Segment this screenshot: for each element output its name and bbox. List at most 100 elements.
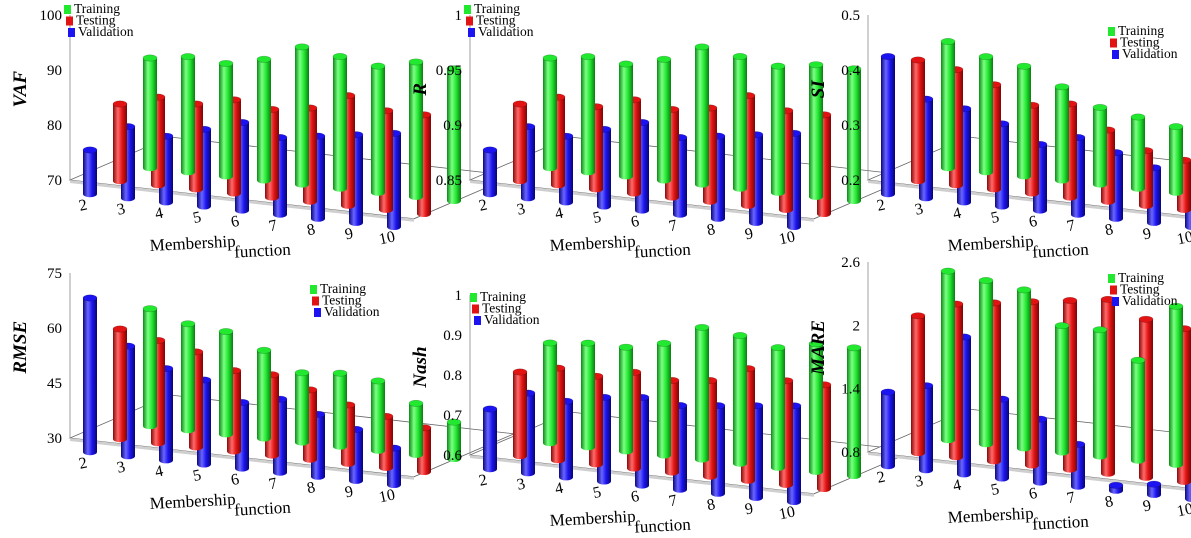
x-axis-title: Membership bbox=[549, 232, 636, 255]
bar-training-10 bbox=[846, 65, 862, 204]
bar-training-6 bbox=[694, 43, 710, 188]
x-tick-label: 7 bbox=[1065, 217, 1076, 235]
bar-training-4 bbox=[1016, 286, 1032, 452]
x-tick-label: 8 bbox=[1103, 221, 1114, 239]
x-tick-label: 8 bbox=[305, 221, 316, 239]
bar-validation-2 bbox=[82, 146, 98, 198]
legend-swatch-training bbox=[464, 5, 471, 14]
x-tick-label: 6 bbox=[229, 471, 240, 489]
y-tick-label: 1 bbox=[455, 288, 463, 304]
x-tick-label: 6 bbox=[1027, 213, 1038, 231]
bar-validation-9 bbox=[1146, 480, 1162, 498]
bar-training-10 bbox=[446, 418, 462, 462]
bar-training-2 bbox=[142, 54, 158, 172]
y-tick-label: 1.4 bbox=[841, 382, 860, 398]
bar-training-5 bbox=[656, 339, 672, 459]
y-tick-label: 0.9 bbox=[443, 328, 462, 344]
legend-label-testing: Testing bbox=[1120, 35, 1160, 50]
bar-training-6 bbox=[294, 369, 310, 446]
y-axis-title: Nash bbox=[410, 346, 431, 388]
x-axis-title: Membership bbox=[947, 504, 1034, 527]
bar-training-2 bbox=[142, 305, 158, 430]
x-tick-label: 5 bbox=[989, 481, 1000, 499]
bar-training-3 bbox=[180, 53, 196, 176]
x-tick-label: 10 bbox=[777, 503, 796, 523]
bar-training-8 bbox=[770, 62, 786, 196]
legend-label-validation: Validation bbox=[78, 24, 134, 39]
bar-training-8 bbox=[370, 377, 386, 454]
bar-training-3 bbox=[580, 339, 596, 451]
x-axis-title-sub: function bbox=[1032, 240, 1090, 262]
bar-training-3 bbox=[180, 320, 196, 434]
y-tick-label: 0.7 bbox=[443, 408, 462, 424]
bar-training-2 bbox=[542, 339, 558, 447]
x-tick-label: 9 bbox=[1141, 497, 1152, 515]
x-tick-label: 6 bbox=[629, 488, 640, 506]
x-tick-label: 9 bbox=[343, 225, 354, 243]
bar-training-5 bbox=[1054, 83, 1070, 184]
bar-validation-2 bbox=[482, 146, 498, 198]
x-tick-label: 6 bbox=[1027, 485, 1038, 503]
legend-swatch-validation bbox=[314, 308, 321, 317]
bar-training-3 bbox=[978, 53, 994, 176]
bar-training-7 bbox=[1130, 356, 1146, 464]
x-tick-label: 2 bbox=[77, 454, 88, 472]
bar-training-9 bbox=[408, 58, 424, 200]
bar-training-5 bbox=[256, 55, 272, 184]
x-tick-label: 3 bbox=[515, 476, 526, 494]
x-tick-label: 10 bbox=[1175, 500, 1191, 520]
legend-label-training: Training bbox=[74, 1, 120, 16]
bar-testing-2 bbox=[910, 312, 926, 457]
bar-training-2 bbox=[940, 37, 956, 172]
bar-training-9 bbox=[808, 61, 824, 200]
bar-testing-2 bbox=[910, 56, 926, 185]
bar-validation-2 bbox=[880, 52, 896, 198]
legend-swatch-validation bbox=[468, 28, 475, 37]
y-tick-label: 2.6 bbox=[841, 255, 860, 271]
legend-label-testing: Testing bbox=[1120, 282, 1160, 297]
bar-testing-2 bbox=[112, 100, 128, 185]
x-tick-label: 2 bbox=[875, 196, 886, 214]
bar-training-4 bbox=[618, 60, 634, 180]
x-tick-label: 4 bbox=[951, 205, 962, 223]
x-tick-label: 5 bbox=[191, 467, 202, 485]
legend-swatch-testing bbox=[1110, 285, 1117, 295]
x-tick-label: 10 bbox=[377, 486, 396, 506]
chart-panel-nash: 0.6 0.7 0.8 0.9 1 Nash 2 3 4 5 6 7 8 9 10 Membershipfun… bbox=[410, 288, 916, 537]
x-tick-label: 3 bbox=[913, 473, 924, 491]
x-tick-label: 9 bbox=[743, 225, 754, 243]
bar-validation-2 bbox=[880, 388, 896, 470]
x-tick-label: 8 bbox=[1103, 493, 1114, 511]
bar-training-6 bbox=[694, 323, 710, 463]
x-tick-label: 8 bbox=[705, 496, 716, 514]
bar-training-2 bbox=[542, 54, 558, 172]
bar-training-8 bbox=[1168, 302, 1184, 468]
y-tick-label: 0.9 bbox=[443, 118, 462, 134]
y-tick-label: 0.2 bbox=[841, 173, 860, 189]
x-tick-label: 6 bbox=[629, 213, 640, 231]
bar-training-2 bbox=[940, 267, 956, 444]
y-tick-label: 0.95 bbox=[436, 63, 462, 79]
legend-label-training: Training bbox=[1118, 270, 1164, 285]
bar-training-5 bbox=[256, 346, 272, 442]
y-tick-label: 0.4 bbox=[841, 63, 860, 79]
y-tick-label: 100 bbox=[40, 8, 63, 24]
x-tick-label: 2 bbox=[77, 196, 88, 214]
legend-swatch-training bbox=[64, 5, 71, 14]
bar-training-8 bbox=[370, 62, 386, 196]
x-tick-label: 3 bbox=[913, 201, 924, 219]
x-tick-label: 2 bbox=[477, 196, 488, 214]
bar-training-7 bbox=[1130, 113, 1146, 192]
y-tick-label: 0.8 bbox=[841, 445, 860, 461]
legend-swatch-training bbox=[470, 293, 477, 302]
bar-validation-2 bbox=[82, 294, 98, 456]
bar-training-6 bbox=[1092, 326, 1108, 460]
chart-panel-mare: 0.8 1.4 2 2.6 MARE 2 3 4 5 6 7 8 9 10 Membershipfuncti… bbox=[808, 255, 1191, 534]
chart-panel-vaf: 70 80 90 100 VAF 2 3 4 5 6 7 8 9 10 Membershipfunction… bbox=[10, 1, 516, 262]
y-tick-label: 0.8 bbox=[443, 368, 462, 384]
x-tick-label: 2 bbox=[875, 468, 886, 486]
x-tick-label: 9 bbox=[1141, 225, 1152, 243]
